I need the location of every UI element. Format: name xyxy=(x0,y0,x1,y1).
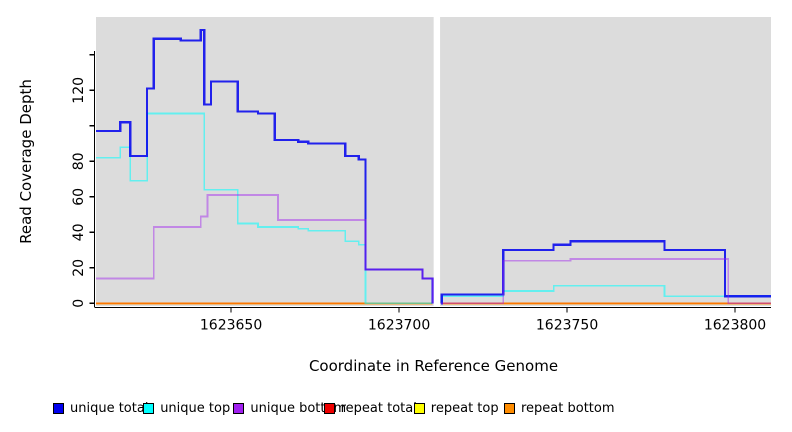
legend-item-repeat-total: repeat total xyxy=(323,400,417,416)
x-tick-label: 1623700 xyxy=(368,318,430,334)
y-tick-label: 40 xyxy=(71,223,87,241)
series-unique-total xyxy=(96,28,434,304)
series-unique-top xyxy=(96,112,433,305)
legend-item-repeat-top: repeat top xyxy=(413,400,499,416)
legend-item-unique-total: unique total xyxy=(53,400,148,416)
series-unique-total xyxy=(440,240,771,305)
y-tick-label: 60 xyxy=(71,188,87,206)
legend-swatch-repeat-top xyxy=(413,402,425,414)
legend-label: repeat bottom xyxy=(521,400,615,416)
x-tick-label: 1623800 xyxy=(704,318,766,334)
legend-label: unique bottom xyxy=(250,400,347,416)
series-unique-bottom xyxy=(96,194,434,304)
y-tick-label: 120 xyxy=(71,77,87,104)
plot-panel xyxy=(96,17,771,306)
legend-label: unique total xyxy=(70,400,149,416)
no-data-gap-band xyxy=(433,17,441,306)
legend-label: unique top xyxy=(160,400,231,416)
x-axis-title: Coordinate in Reference Genome xyxy=(309,357,558,375)
legend-swatch-repeat-total xyxy=(323,402,335,414)
legend-item-unique-bottom: unique bottom xyxy=(233,400,346,416)
x-tick-label: 1623650 xyxy=(200,318,262,334)
y-tick-label: 0 xyxy=(71,299,87,308)
legend-swatch-repeat-bottom xyxy=(504,402,515,414)
legend-item-unique-top: unique top xyxy=(143,400,230,416)
y-axis-title: Read Coverage Depth xyxy=(17,79,35,244)
y-tick-label: 20 xyxy=(71,259,87,277)
series-unique-bottom xyxy=(441,258,771,305)
legend-swatch-unique-bottom xyxy=(233,402,245,414)
y-tick-label: 80 xyxy=(71,152,87,170)
legend-item-repeat-bottom: repeat bottom xyxy=(504,400,615,416)
legend-label: repeat top xyxy=(430,400,499,416)
legend-swatch-unique-top xyxy=(143,402,155,414)
legend-label: repeat total xyxy=(340,400,417,416)
legend-swatch-unique-total xyxy=(53,402,64,414)
x-tick-label: 1623750 xyxy=(536,318,598,334)
